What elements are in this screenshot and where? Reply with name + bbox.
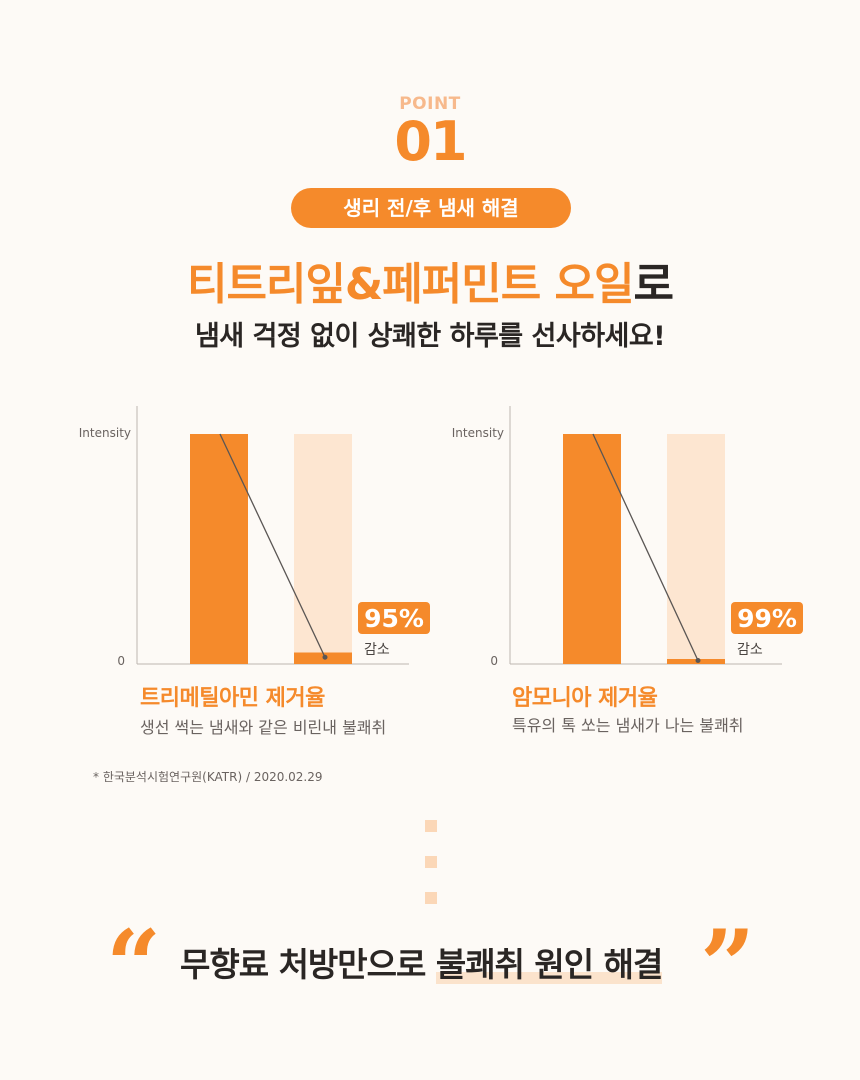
chart-reduction-badge [358, 602, 430, 634]
chart-bar-before [190, 434, 248, 664]
chart-reduction-label: 95% [364, 604, 424, 633]
chart-reduction-badge [731, 602, 803, 634]
closing-highlight: 불쾌취 원인 해결 [435, 938, 663, 986]
chart-reduction-suffix: 감소 [364, 642, 390, 658]
point-label: POINT [399, 94, 461, 114]
chart-trend-point [695, 658, 701, 663]
chart-ytick-zero: 0 [490, 654, 498, 668]
closing-highlight-text: 불쾌취 원인 해결 [435, 945, 663, 984]
closing-text: 무향료 처방만으로 [180, 945, 436, 984]
chart-ylabel: Intensity [79, 426, 131, 440]
chart-bar-after-track [667, 434, 725, 664]
headline-suffix: 로 [633, 259, 674, 310]
subline: 냄새 걱정 없이 상쾌한 하루를 선사하세요! [194, 321, 666, 352]
separator-dot [425, 820, 437, 832]
chart-1-title: 트리메틸아민 제거율 [140, 686, 325, 711]
chart-2-title: 암모니아 제거율 [512, 686, 658, 711]
chart-bar-after-track [294, 434, 352, 664]
chart-reduction-suffix: 감소 [737, 642, 763, 658]
chart-trend-line [219, 433, 326, 658]
chart-1-description: 생선 썩는 냄새와 같은 비린내 불쾌취 [140, 718, 387, 737]
close-quote-icon: ” [700, 909, 756, 1022]
footnote: * 한국분석시험연구원(KATR) / 2020.02.29 [93, 770, 323, 784]
open-quote-icon: “ [106, 909, 162, 1022]
chart-trend-line [592, 433, 699, 661]
chart-ylabel: Intensity [452, 426, 504, 440]
closing-statement: 무향료 처방만으로 불쾌취 원인 해결 [180, 938, 663, 986]
charts: Intensity 0 95% 감소 Intensity 0 99% 감소 [79, 406, 803, 668]
headline: 티트리잎&페퍼민트 오일로 [0, 248, 860, 312]
chart-trend-point [322, 654, 328, 660]
chart-reduction-label: 99% [737, 604, 797, 633]
separator-dot [425, 856, 437, 868]
chart-bar-before [563, 434, 621, 664]
headline-highlight: 티트리잎&페퍼민트 오일 [187, 259, 634, 310]
chart-2-description: 특유의 톡 쏘는 냄새가 나는 불쾌취 [512, 716, 744, 735]
point-number: 01 [394, 110, 467, 173]
separator-dot [425, 892, 437, 904]
chart-ytick-zero: 0 [117, 654, 125, 668]
topic-pill: 생리 전/후 냄새 해결 [291, 188, 571, 228]
